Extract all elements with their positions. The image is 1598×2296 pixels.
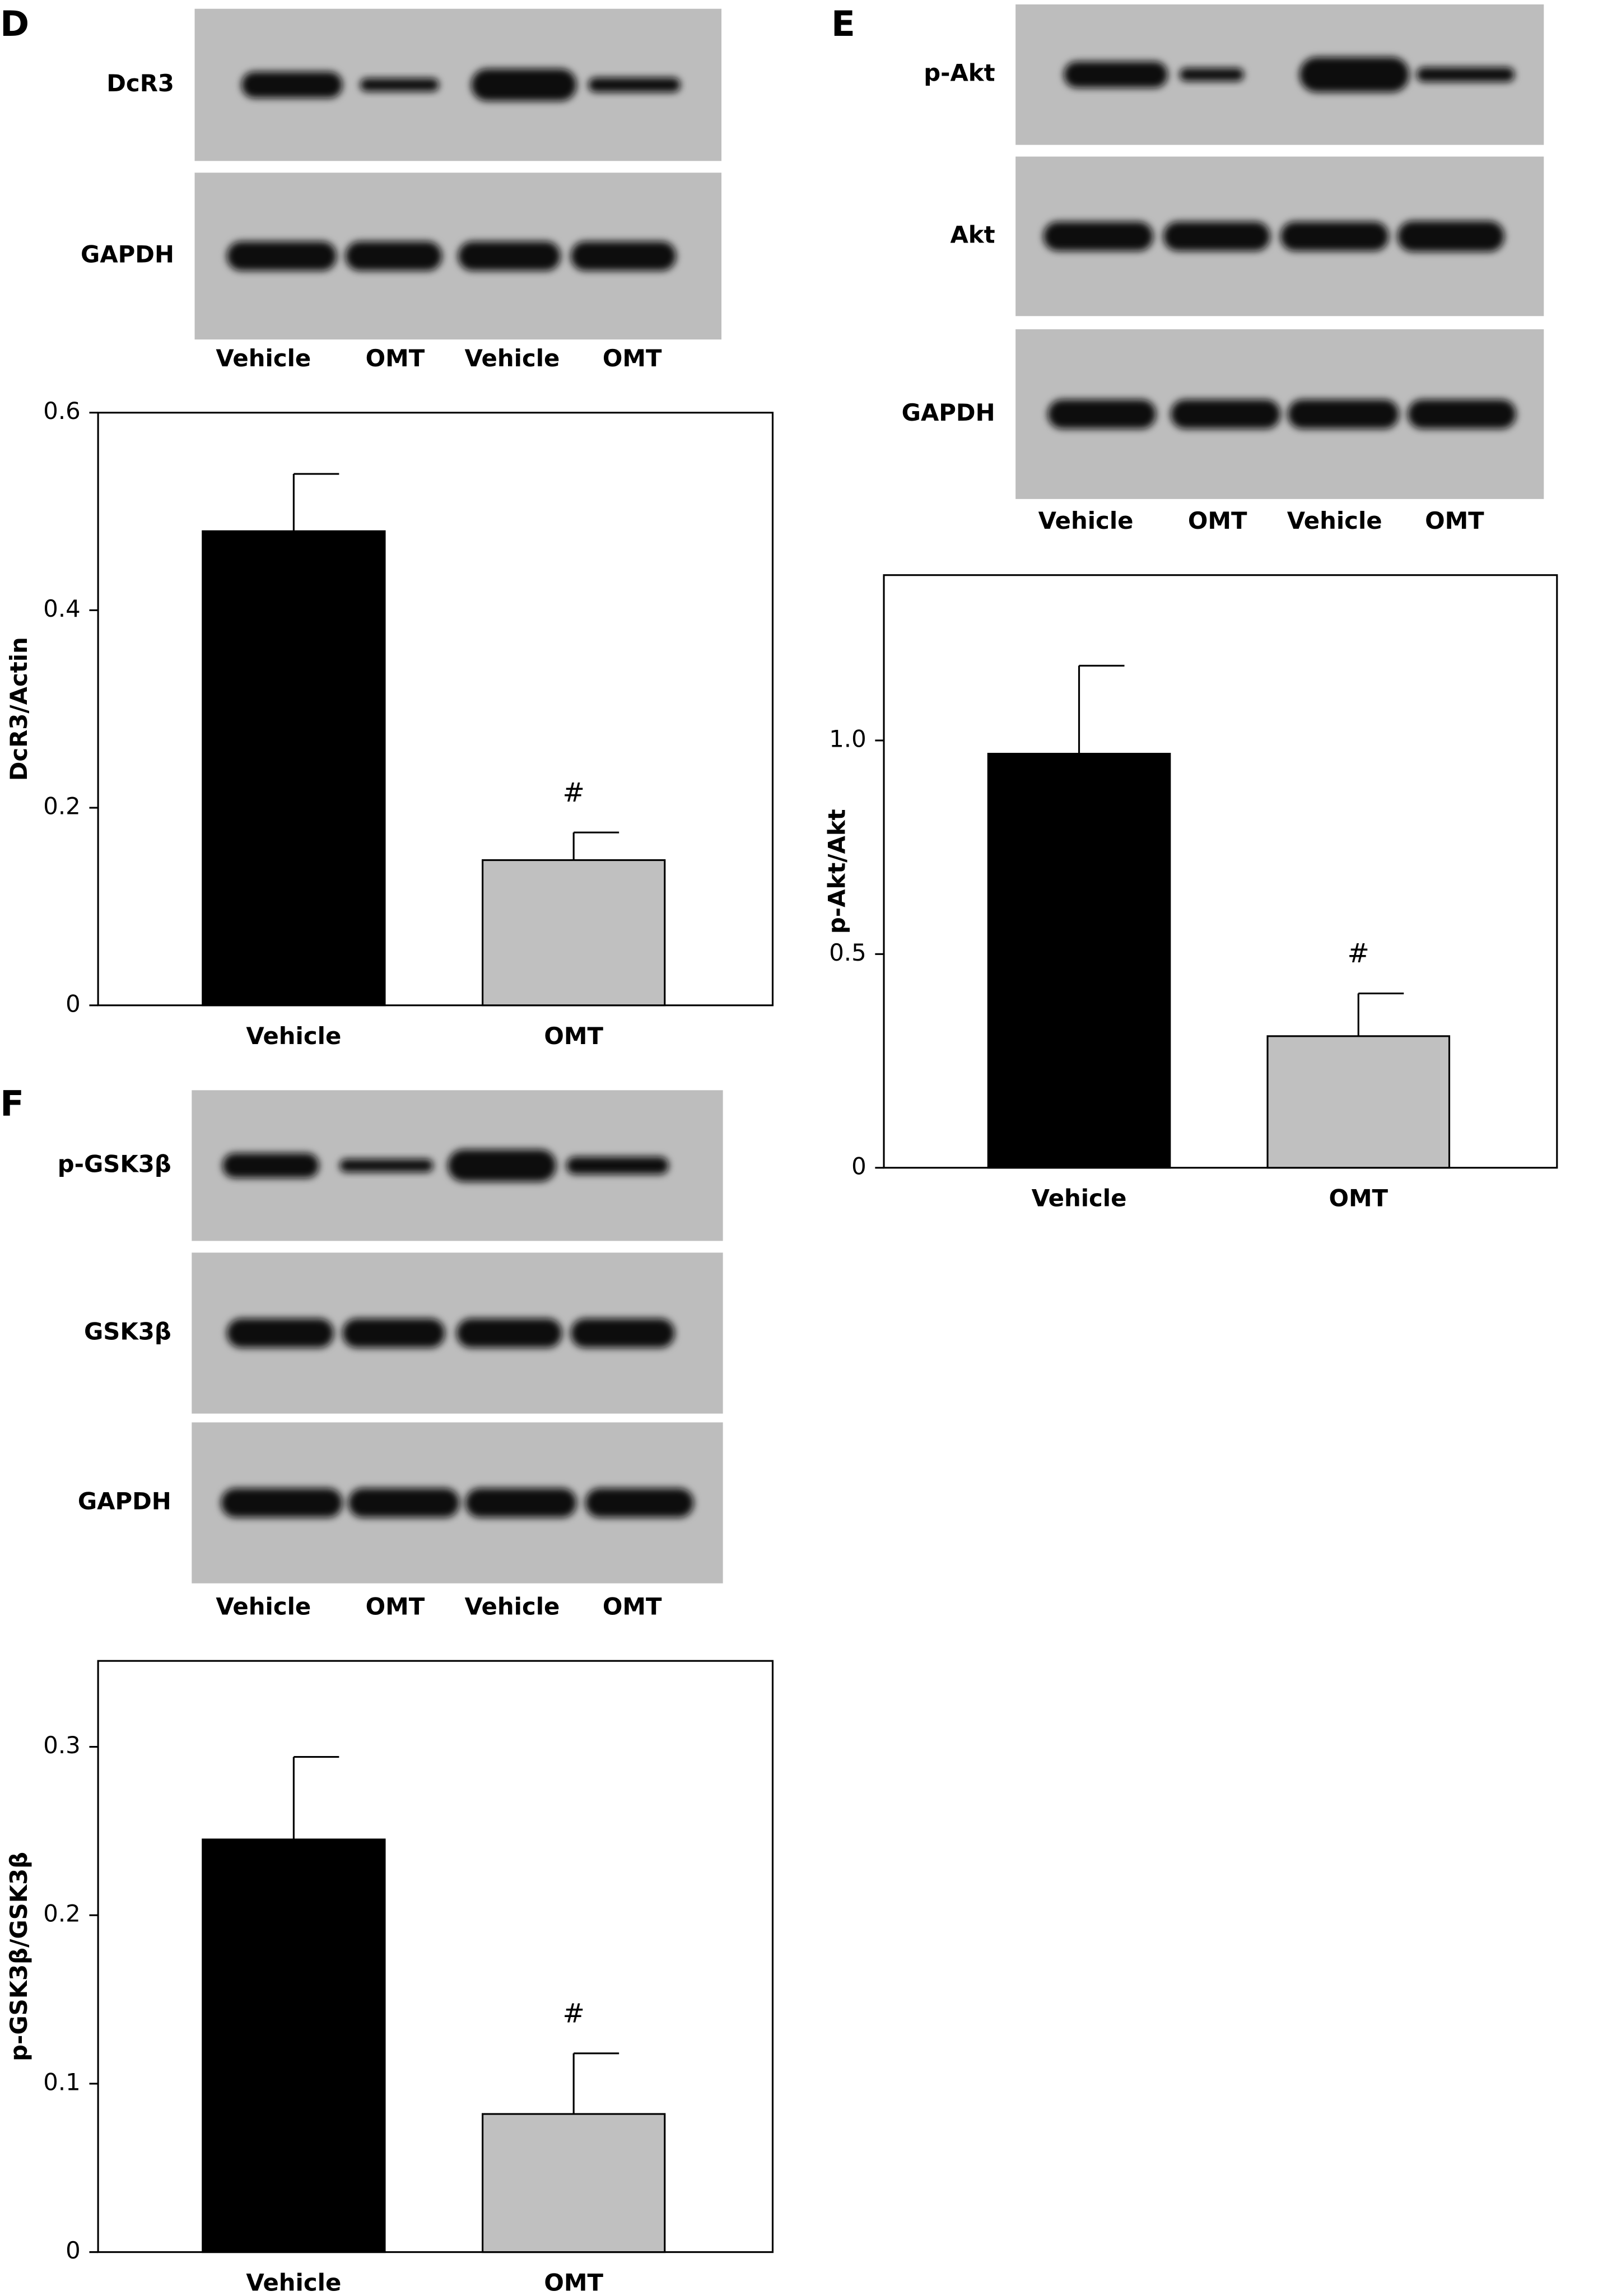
bar <box>202 530 386 1007</box>
x-tick-label: OMT <box>544 2269 603 2296</box>
x-tick-label: Vehicle <box>246 2269 341 2296</box>
blot-band <box>448 1149 556 1182</box>
y-axis-label: p-GSK3β/GSK3β <box>5 1852 32 2061</box>
y-tick-label: 0 <box>66 990 81 1017</box>
blot-band <box>339 1159 434 1172</box>
x-tick-label: Vehicle <box>1032 1185 1127 1212</box>
blot-band <box>1043 221 1153 252</box>
significance-mark: # <box>562 1998 584 2029</box>
blot-band <box>1064 61 1168 88</box>
blot-lane-label: Vehicle <box>465 344 560 372</box>
panel-letter: E <box>831 3 855 44</box>
bar <box>987 753 1171 1169</box>
blot-row-label: p-Akt <box>924 59 995 87</box>
blot-band <box>1179 68 1244 81</box>
blot-band <box>1171 399 1281 429</box>
blot-row-label: Akt <box>950 221 995 248</box>
blot-row-label: GAPDH <box>78 1488 171 1515</box>
blot-band <box>241 72 343 99</box>
blot-lane-label: Vehicle <box>1038 507 1134 534</box>
blot-row-label: GSK3β <box>84 1317 171 1345</box>
plot-frame <box>883 574 1558 1169</box>
blot-band <box>456 1318 562 1348</box>
plot-frame <box>97 1660 774 2253</box>
x-tick-label: Vehicle <box>246 1022 341 1050</box>
blot-band <box>1280 221 1389 252</box>
blot-row-label: GAPDH <box>902 399 995 426</box>
blot-band <box>222 1153 319 1179</box>
y-axis-label: p-Akt/Akt <box>823 809 851 934</box>
blot-lane-label: OMT <box>366 1593 425 1620</box>
blot-lane-label: OMT <box>366 344 425 372</box>
y-tick-label: 0.3 <box>43 1731 80 1759</box>
blot-band <box>227 1318 334 1348</box>
blot-lane-label: Vehicle <box>216 344 311 372</box>
blot-lane-label: OMT <box>603 1593 662 1620</box>
x-tick-label: OMT <box>1329 1185 1388 1212</box>
blot-band <box>227 241 337 271</box>
blot-band <box>566 1157 669 1175</box>
blot-lane-label: Vehicle <box>465 1593 560 1620</box>
bar <box>482 859 666 1007</box>
panel-letter: D <box>0 3 29 44</box>
bar <box>1266 1035 1451 1169</box>
blot-band <box>570 1318 675 1348</box>
blot-band <box>1397 221 1504 252</box>
blot-band <box>348 1488 460 1518</box>
blot-band <box>1408 399 1516 429</box>
blot-band <box>570 241 677 271</box>
blot-band <box>345 241 442 271</box>
y-tick-label: 0.6 <box>43 397 80 425</box>
plot-frame <box>97 412 774 1007</box>
blot-row-label: DcR3 <box>106 69 174 97</box>
y-tick-label: 0.5 <box>829 939 866 966</box>
bar <box>482 2113 666 2253</box>
significance-mark: # <box>562 777 584 808</box>
y-axis-label: DcR3/Actin <box>5 637 32 781</box>
blot-lane-label: OMT <box>603 344 662 372</box>
blot-band <box>1288 399 1399 429</box>
blot-band <box>585 1488 694 1518</box>
y-tick-label: 0 <box>66 2237 81 2264</box>
blot-band <box>1416 67 1515 82</box>
blot-row-label: p-GSK3β <box>58 1150 171 1177</box>
blot-lane-label: OMT <box>1188 507 1247 534</box>
y-tick-label: 0 <box>851 1152 866 1180</box>
y-tick-label: 0.1 <box>43 2068 80 2095</box>
blot-band <box>458 241 561 271</box>
blot-lane-label: Vehicle <box>216 1593 311 1620</box>
blot-band <box>342 1318 445 1348</box>
blot-lane-label: OMT <box>1425 507 1484 534</box>
blot-band <box>360 78 439 92</box>
blot-band <box>1163 221 1270 252</box>
blot-row-label: GAPDH <box>81 241 174 268</box>
y-tick-label: 1.0 <box>829 725 866 752</box>
y-tick-label: 0.2 <box>43 1900 80 1927</box>
bar <box>202 1838 386 2253</box>
blot-band <box>471 68 577 101</box>
x-tick-label: OMT <box>544 1022 603 1050</box>
y-tick-label: 0.4 <box>43 595 80 622</box>
blot-band <box>1299 57 1409 92</box>
blot-lane-label: Vehicle <box>1287 507 1382 534</box>
blot-band <box>588 77 681 92</box>
y-tick-label: 0.2 <box>43 793 80 820</box>
blot-band <box>221 1488 343 1518</box>
significance-mark: # <box>1348 938 1369 969</box>
blot-band <box>1047 399 1156 429</box>
blot-band <box>465 1488 577 1518</box>
panel-letter: F <box>0 1083 24 1124</box>
